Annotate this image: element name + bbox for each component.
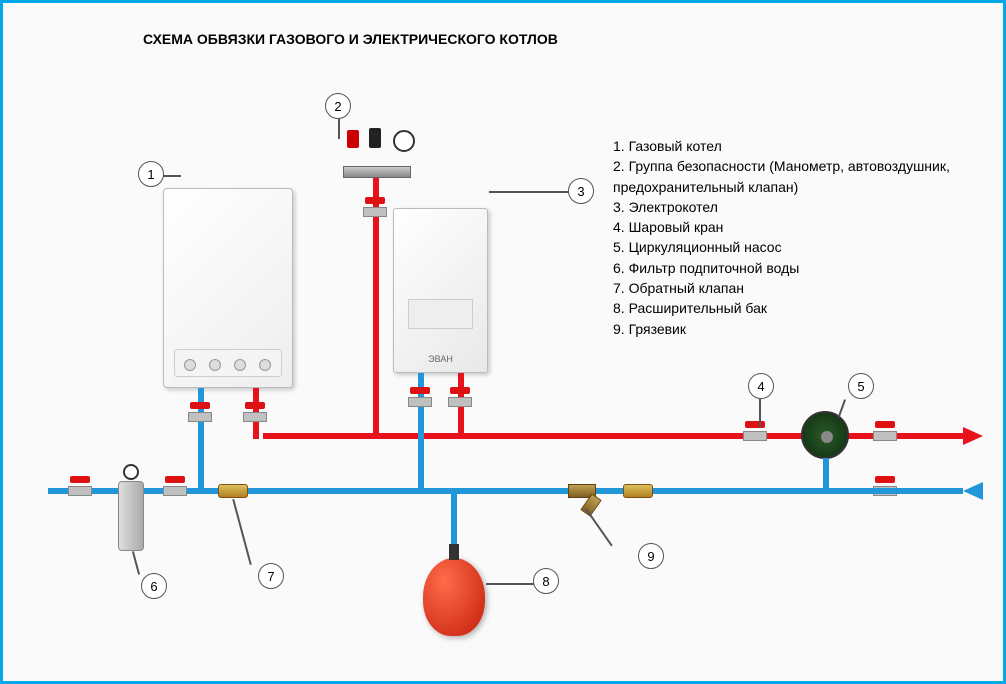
knob-icon <box>184 359 196 371</box>
callout-7: 7 <box>258 563 284 589</box>
air-vent-icon <box>369 128 381 148</box>
callout-2: 2 <box>325 93 351 119</box>
ball-valve <box>163 482 187 500</box>
circulation-pump <box>801 411 849 459</box>
manometer-icon <box>393 130 415 152</box>
leader-line <box>132 551 140 575</box>
y-strainer <box>568 484 596 498</box>
callout-1: 1 <box>138 161 164 187</box>
knob-icon <box>259 359 271 371</box>
knob-icon <box>209 359 221 371</box>
ball-valve <box>448 393 472 411</box>
check-valve <box>218 484 248 498</box>
gauge-icon <box>123 464 139 480</box>
callout-8: 8 <box>533 568 559 594</box>
leader-line <box>585 509 612 547</box>
ball-valve <box>68 482 92 500</box>
ball-valve <box>363 203 387 221</box>
ball-valve <box>873 427 897 445</box>
makeup-filter <box>118 481 144 551</box>
safety-group <box>343 138 411 178</box>
knob-icon <box>234 359 246 371</box>
brass-fitting <box>623 484 653 498</box>
pipe-pump-bypass <box>703 488 903 494</box>
prv-icon <box>347 130 359 148</box>
schematic-canvas: ЭВАН <box>3 3 1003 681</box>
ball-valve <box>743 427 767 445</box>
leader-line <box>486 583 534 585</box>
callout-4: 4 <box>748 373 774 399</box>
electric-boiler: ЭВАН <box>393 208 488 373</box>
leader-line <box>163 175 181 177</box>
elec-brand-label: ЭВАН <box>394 354 487 364</box>
pipe-hot-main <box>263 433 963 439</box>
pipe-jump <box>416 488 426 494</box>
gas-boiler <box>163 188 293 388</box>
expansion-tank <box>423 558 485 636</box>
leader-line <box>759 399 761 427</box>
callout-6: 6 <box>141 573 167 599</box>
elec-control-panel <box>408 299 473 329</box>
ball-valve <box>243 408 267 426</box>
leader-line <box>838 399 846 416</box>
diagram-frame: СХЕМА ОБВЯЗКИ ГАЗОВОГО И ЭЛЕКТРИЧЕСКОГО … <box>0 0 1006 684</box>
callout-5: 5 <box>848 373 874 399</box>
pipe-pump-link <box>823 458 829 490</box>
leader-line <box>489 191 569 193</box>
callout-3: 3 <box>568 178 594 204</box>
ball-valve <box>188 408 212 426</box>
arrow-cold-in-icon <box>963 482 983 500</box>
leader-line <box>232 499 251 565</box>
ball-valve <box>408 393 432 411</box>
leader-line <box>338 119 340 139</box>
callout-9: 9 <box>638 543 664 569</box>
arrow-hot-out-icon <box>963 427 983 445</box>
